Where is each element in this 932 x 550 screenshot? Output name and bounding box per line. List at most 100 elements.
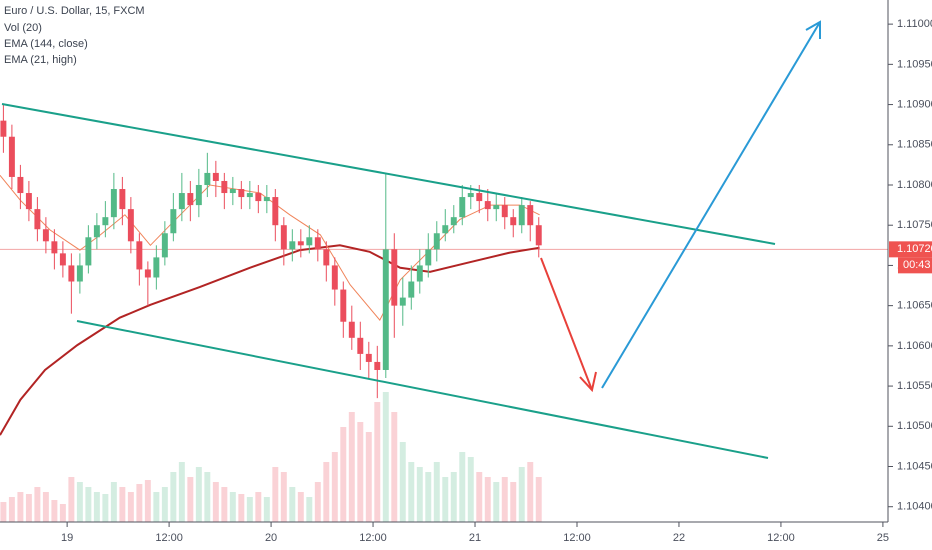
time-axis-bg [0, 522, 932, 550]
candle-body [408, 281, 415, 298]
candle-body [399, 297, 406, 306]
volume-bar [331, 452, 338, 522]
volume-bar [365, 432, 372, 522]
candle-body [518, 205, 525, 226]
volume-bar [476, 472, 483, 522]
volume-bar [204, 472, 211, 522]
volume-bar [178, 462, 185, 522]
candle-body [323, 249, 330, 266]
volume-bar [416, 467, 423, 522]
y-tick-label: 1.10900 [897, 98, 932, 110]
candle-body [476, 193, 483, 202]
ema-line [0, 174, 540, 322]
volume-bar [357, 422, 364, 522]
candle-body [212, 172, 219, 181]
candle-body [493, 205, 500, 210]
x-tick-label: 12:00 [155, 532, 183, 544]
candle-body [144, 269, 151, 278]
candle-body [93, 225, 100, 238]
candle-body [17, 176, 24, 194]
x-tick-label: 12:00 [359, 532, 387, 544]
volume-bar [170, 472, 177, 522]
candle-body [85, 237, 92, 266]
last-price-box [889, 241, 932, 258]
y-tick-label: 1.10750 [897, 219, 932, 231]
volume-bar [221, 487, 228, 522]
candle-body [459, 197, 466, 218]
candle-body [484, 201, 491, 210]
arrow [540, 257, 593, 391]
volume-bar [450, 472, 457, 522]
candle-body [263, 197, 270, 202]
volume-bar [8, 497, 15, 522]
candle-body [450, 217, 457, 226]
legend-indicator: Vol (20) [4, 22, 42, 34]
arrow-head [579, 371, 597, 393]
candle-body [510, 217, 517, 226]
candle-body [391, 249, 398, 306]
volume-bar [459, 452, 466, 522]
y-tick-label: 1.10600 [897, 340, 932, 352]
volume-bar [408, 462, 415, 522]
candle-body [221, 180, 228, 194]
volume-bar [323, 462, 330, 522]
legend-indicator: EMA (144, close) [4, 38, 88, 50]
volume-bar [34, 487, 41, 522]
candle-body [76, 265, 83, 282]
candle-body [102, 217, 109, 226]
volume-bar [425, 472, 432, 522]
x-tick-label: 25 [877, 532, 889, 544]
volume-bar [136, 484, 143, 522]
volume-bar [280, 472, 287, 522]
volume-bar [85, 487, 92, 522]
candle-body [348, 321, 355, 338]
candle-body [374, 361, 381, 370]
volume-bar [144, 480, 151, 522]
volume-bar [374, 402, 381, 522]
candle-body [25, 193, 32, 210]
candle-layer [0, 104, 542, 399]
volume-bar [340, 427, 347, 522]
candle-body [246, 193, 253, 198]
volume-bar [110, 482, 117, 522]
candle-body [238, 189, 245, 198]
volume-bar [433, 462, 440, 522]
volume-bar [161, 487, 168, 522]
volume-bar [17, 492, 24, 522]
volume-bar [493, 482, 500, 522]
candle-body [136, 241, 143, 270]
candle-body [365, 353, 372, 362]
volume-bar [306, 497, 313, 522]
arrow-head [805, 20, 821, 39]
trend-line [1, 103, 776, 245]
candle-body [127, 209, 134, 242]
candle-body [280, 225, 287, 250]
y-tick-label: 1.10950 [897, 58, 932, 70]
volume-layer [0, 392, 542, 522]
candle-body [535, 225, 542, 246]
volume-bar [93, 492, 100, 522]
candle-body [416, 265, 423, 282]
volume-bar [382, 392, 389, 522]
candle-body [119, 189, 126, 210]
volume-bar [238, 494, 245, 522]
volume-bar [76, 482, 83, 522]
volume-bar [442, 477, 449, 522]
volume-bar [119, 487, 126, 522]
countdown-box [898, 257, 932, 274]
candle-body [0, 120, 7, 137]
y-tick-label: 1.10550 [897, 380, 932, 392]
volume-bar [102, 494, 109, 522]
candle-body [306, 237, 313, 246]
candle-body [34, 209, 41, 230]
x-tick-label: 19 [61, 532, 73, 544]
candle-body [442, 225, 449, 234]
candle-body [229, 189, 236, 194]
x-tick-label: 22 [673, 532, 685, 544]
candle-body [204, 172, 211, 185]
volume-bar [51, 500, 58, 522]
volume-bar [297, 492, 304, 522]
volume-bar [59, 504, 66, 522]
volume-bar [510, 482, 517, 522]
